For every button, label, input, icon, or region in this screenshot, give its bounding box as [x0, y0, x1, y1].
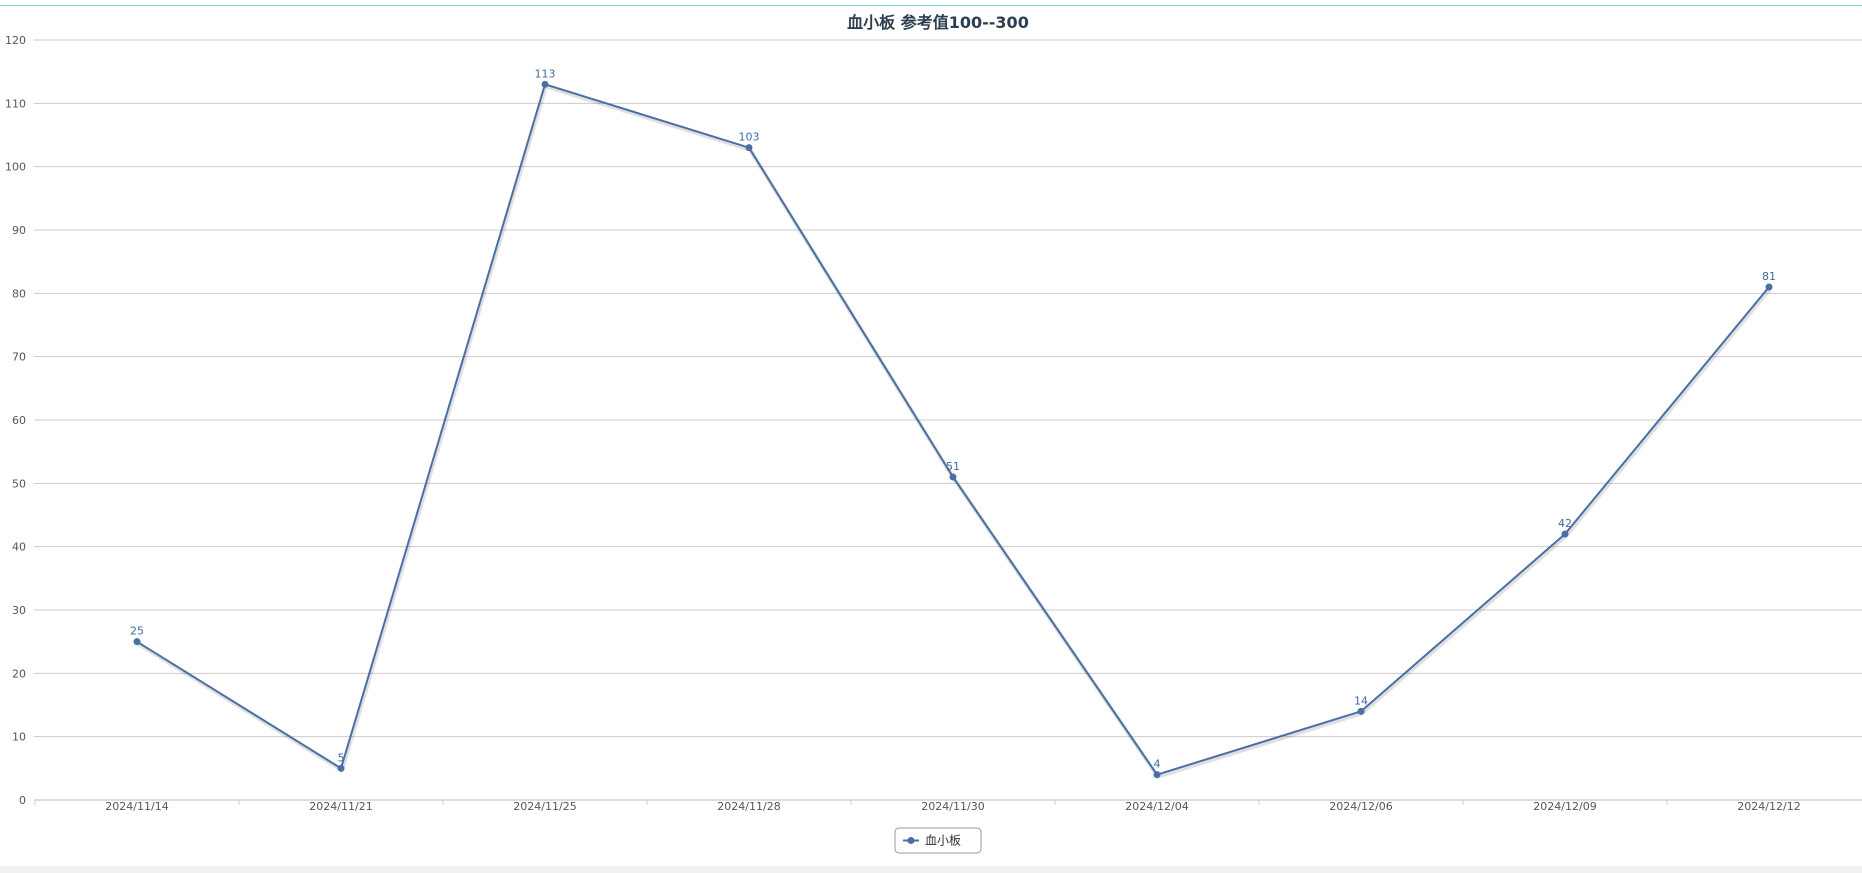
x-tick-label: 2024/12/06 — [1329, 800, 1392, 813]
y-tick-label: 60 — [12, 414, 26, 427]
data-label: 14 — [1354, 694, 1368, 707]
y-tick-label: 30 — [12, 604, 26, 617]
x-tick-label: 2024/11/28 — [717, 800, 780, 813]
data-label: 42 — [1558, 517, 1572, 530]
x-tick-label: 2024/11/14 — [105, 800, 168, 813]
series-group: 25 5 113 103 51 4 14 42 81 — [130, 67, 1776, 779]
data-label: 81 — [1762, 270, 1776, 283]
series-line — [136, 83, 1770, 776]
x-tick-label: 2024/11/25 — [513, 800, 576, 813]
y-tick-label: 70 — [12, 351, 26, 364]
x-tick-label: 2024/12/04 — [1125, 800, 1188, 813]
y-tick-label: 100 — [5, 161, 26, 174]
data-label: 113 — [535, 67, 556, 80]
x-tick-label: 2024/11/21 — [309, 800, 372, 813]
grid-lines — [34, 39, 1862, 738]
data-point[interactable] — [745, 144, 753, 152]
x-tick-label: 2024/12/09 — [1533, 800, 1596, 813]
data-point[interactable] — [133, 638, 141, 646]
top-border-line — [0, 5, 1862, 6]
y-tick-label: 120 — [5, 34, 26, 47]
x-tick-label: 2024/11/30 — [921, 800, 984, 813]
y-tick-label: 40 — [12, 541, 26, 554]
chart-title: 血小板 参考值100--300 — [847, 13, 1029, 32]
bottom-band — [0, 866, 1862, 873]
data-label: 5 — [338, 751, 345, 764]
y-tick-label: 80 — [12, 287, 26, 300]
y-tick-label: 0 — [19, 794, 26, 807]
data-point[interactable] — [1357, 707, 1365, 715]
x-axis: 2024/11/14 2024/11/21 2024/11/25 2024/11/28… — [34, 799, 1862, 813]
y-tick-label: 10 — [12, 731, 26, 744]
legend-box[interactable] — [894, 827, 982, 854]
y-axis: 0 10 20 30 40 50 60 70 80 90 100 110 120 — [5, 34, 26, 807]
data-point[interactable] — [337, 764, 345, 772]
data-point[interactable] — [1153, 771, 1161, 779]
y-tick-label: 90 — [12, 224, 26, 237]
data-point[interactable] — [541, 80, 549, 88]
x-tick-label: 2024/12/12 — [1737, 800, 1800, 813]
legend[interactable]: 血小板 — [894, 827, 982, 854]
data-label: 25 — [130, 625, 144, 638]
data-point[interactable] — [1765, 283, 1773, 291]
data-point[interactable] — [1561, 530, 1569, 538]
y-tick-label: 50 — [12, 477, 26, 490]
data-label: 103 — [739, 131, 760, 144]
y-tick-label: 110 — [5, 97, 26, 110]
data-point[interactable] — [949, 473, 957, 481]
data-label: 51 — [946, 460, 960, 473]
data-label: 4 — [1154, 758, 1161, 771]
y-tick-label: 20 — [12, 667, 26, 680]
legend-swatch-marker — [907, 837, 915, 844]
legend-label: 血小板 — [925, 834, 961, 848]
